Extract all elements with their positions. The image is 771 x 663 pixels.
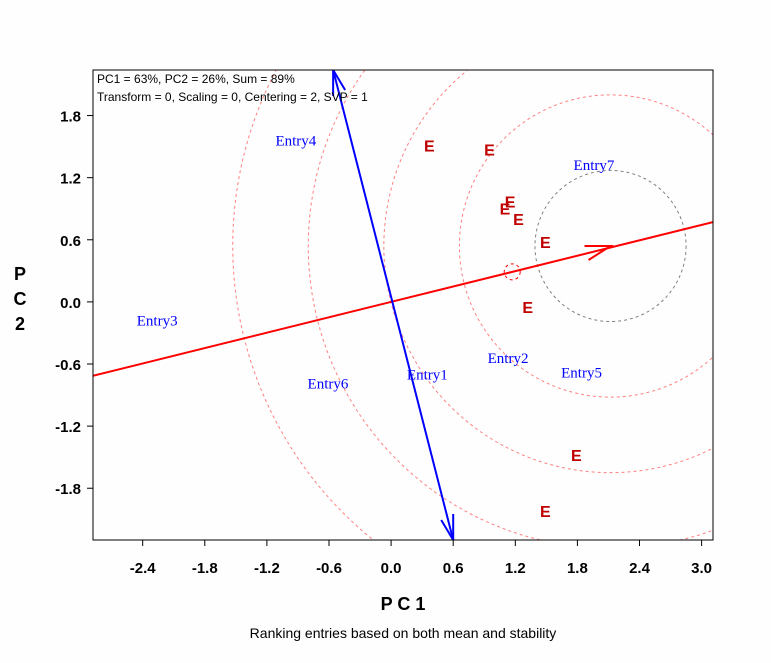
y-tick-label: 0.0 — [60, 295, 81, 312]
entry-label: Entry5 — [561, 365, 602, 381]
x-tick-label: 2.4 — [629, 560, 651, 577]
x-tick-label: 1.8 — [567, 560, 588, 577]
average-environment-axis — [93, 221, 713, 377]
entry-label: Entry1 — [407, 367, 448, 383]
ticks: -2.4 -1.8 -1.2 -0.6 0.0 0.6 1.2 1.8 2.4 3.0 1.8 1.2… — [55, 109, 712, 577]
info-line-1: PC1 = 63%, PC2 = 26%, Sum = 89% — [97, 72, 295, 86]
x-tick-label: 1.2 — [505, 560, 526, 577]
y-tick-label: -0.6 — [55, 357, 81, 374]
average-environment-marker — [503, 263, 521, 281]
x-axis-label: P C 1 — [381, 594, 426, 614]
y-axis-label: P C 2 — [14, 264, 27, 334]
x-tick-label: -2.4 — [130, 560, 157, 577]
y-label-p: P — [14, 264, 26, 284]
environment-marker: E — [424, 139, 435, 156]
points: Entry1 Entry2 Entry3 Entry4 Entry5 Entry6 Entr… — [137, 133, 615, 521]
ideal-entry-circle — [534, 169, 687, 323]
environment-marker: E — [522, 300, 533, 317]
x-tick-label: -1.8 — [192, 560, 218, 577]
chart-caption: Ranking entries based on both mean and s… — [250, 625, 557, 641]
environment-marker: E — [571, 448, 582, 465]
info-line-2: Transform = 0, Scaling = 0, Centering = … — [97, 90, 368, 104]
x-tick-label: 3.0 — [691, 560, 712, 577]
y-tick-label: 0.6 — [60, 233, 81, 250]
x-tick-label: -0.6 — [316, 560, 342, 577]
environment-marker: E — [513, 212, 524, 229]
concentric-ring — [307, 70, 713, 540]
plot-frame — [92, 69, 714, 541]
x-tick-label: 0.0 — [381, 560, 402, 577]
axes-lines — [93, 70, 713, 540]
entry-label: Entry3 — [137, 314, 178, 330]
ata-arrowhead — [584, 244, 614, 261]
entry-label: Entry7 — [574, 158, 615, 174]
y-tick-label: -1.8 — [55, 481, 81, 498]
stability-arrowhead-bottom — [440, 514, 455, 540]
stability-axis — [332, 70, 455, 540]
entry-label: Entry6 — [308, 377, 349, 393]
y-tick-label: -1.2 — [55, 419, 81, 436]
entry-label: Entry2 — [488, 351, 529, 367]
stability-arrowhead-top — [332, 70, 346, 96]
concentric-ring — [458, 94, 713, 398]
environment-marker: E — [484, 143, 495, 160]
environment-marker: E — [505, 194, 516, 211]
environment-marker: E — [540, 504, 551, 521]
concentric-ring — [383, 70, 713, 474]
x-tick-label: 0.6 — [443, 560, 464, 577]
environment-marker: E — [500, 202, 511, 219]
environment-marker: E — [540, 235, 551, 252]
y-label-2: 2 — [15, 314, 25, 334]
x-tick-label: -1.2 — [254, 560, 280, 577]
y-tick-label: 1.8 — [60, 109, 81, 126]
y-label-c: C — [14, 289, 27, 309]
concentric-rings — [232, 70, 713, 540]
y-tick-label: 1.2 — [60, 171, 81, 188]
entry-label: Entry4 — [275, 133, 316, 149]
